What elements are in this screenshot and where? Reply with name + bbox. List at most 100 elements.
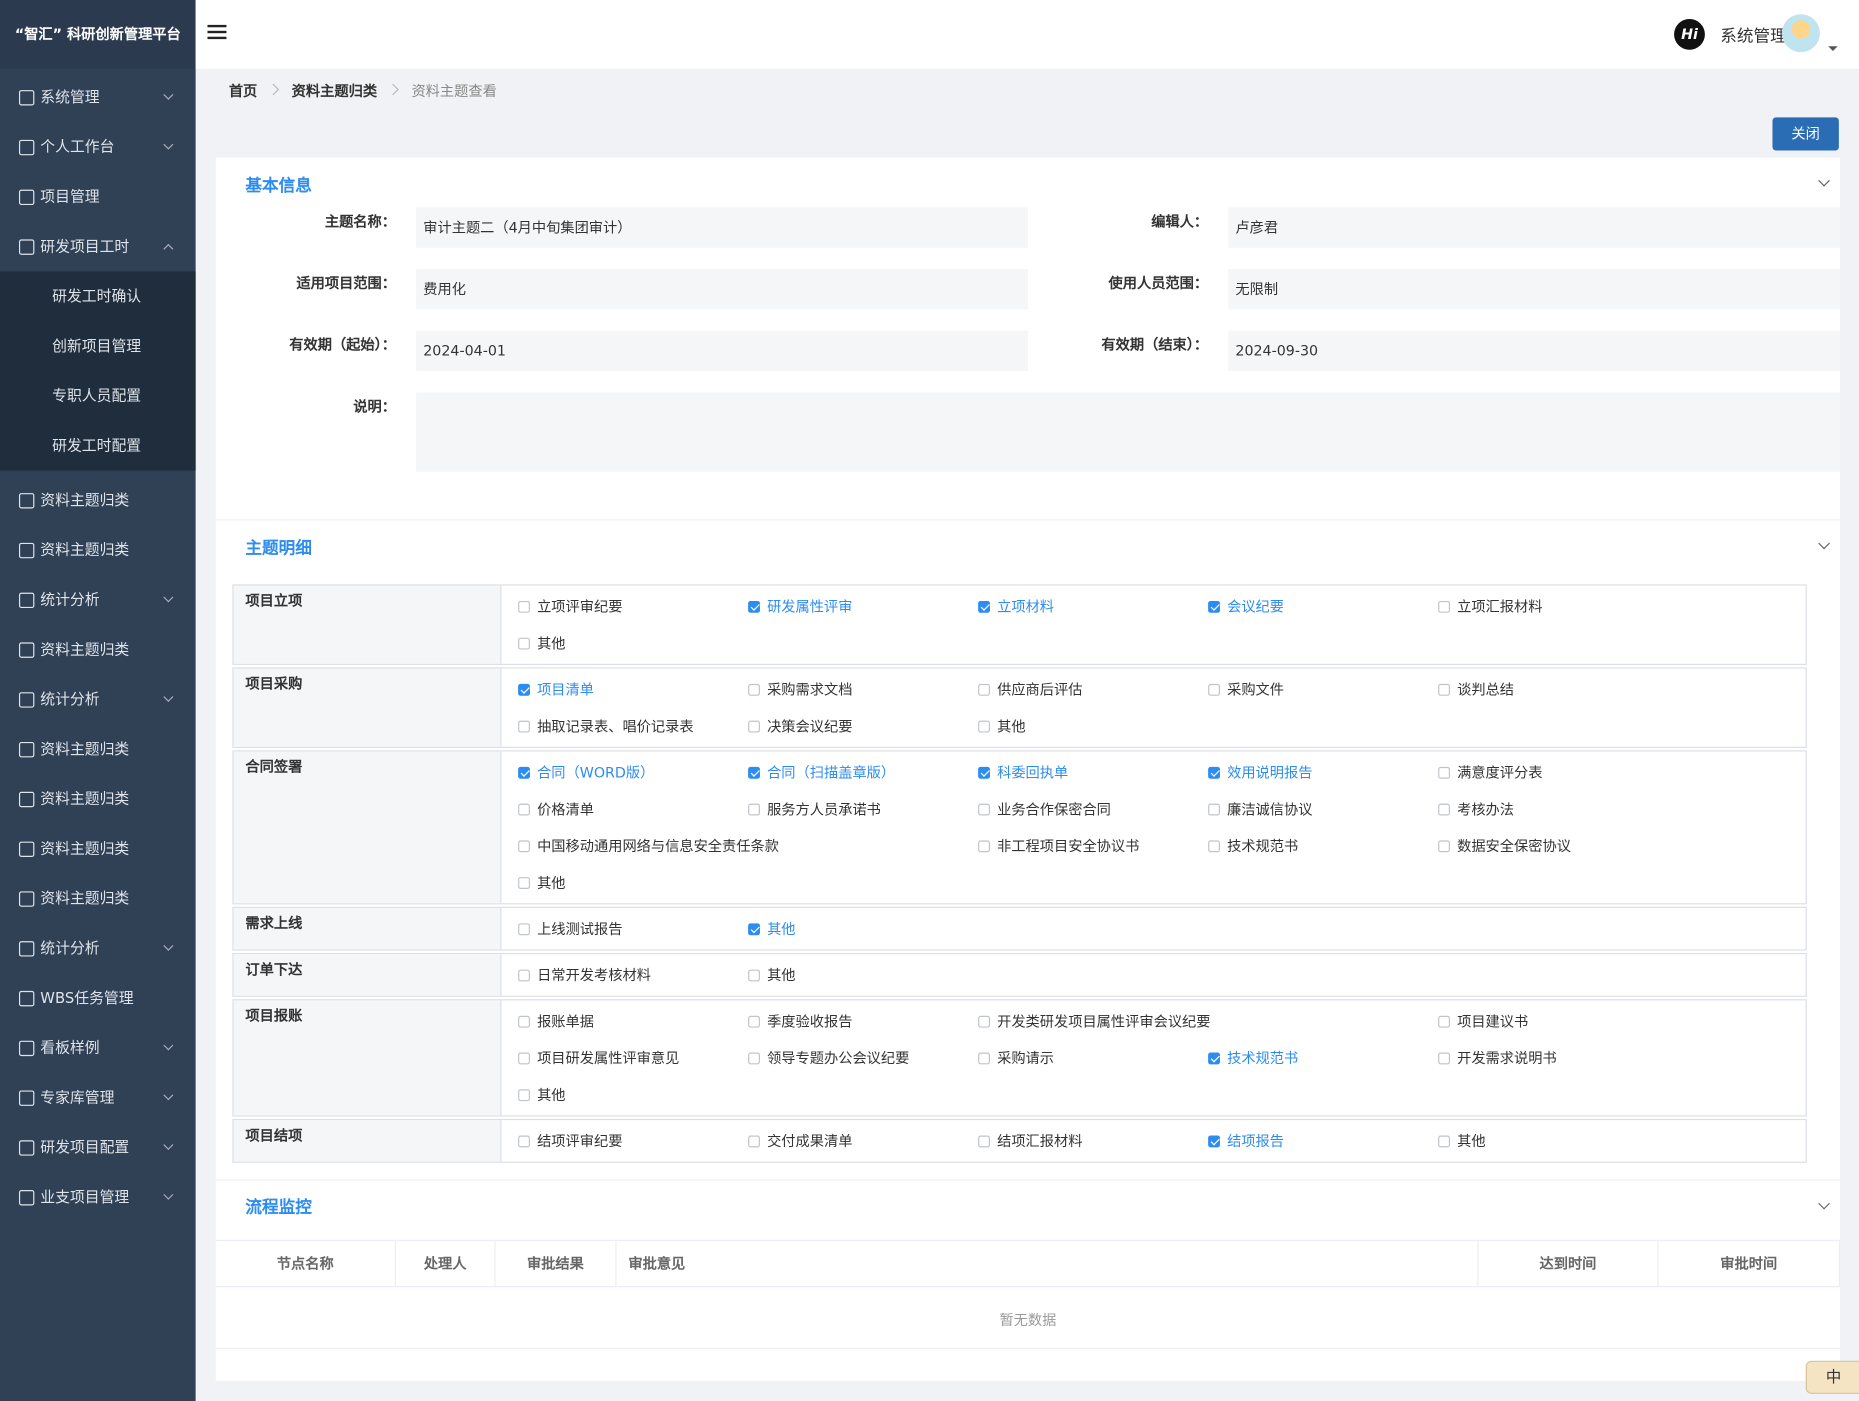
menu-item[interactable]: 资料主题归类 [0,625,196,675]
option-label: 开发类研发项目属性评审会议纪要 [997,1013,1211,1031]
ime-indicator[interactable]: 中 [1805,1360,1859,1394]
option-label: 抽取记录表、唱价记录表 [537,718,694,735]
checkbox [518,1134,530,1147]
hi-badge: Hi [1674,18,1705,50]
avatar[interactable] [1781,14,1820,53]
option-label: 研发属性评审 [767,598,853,616]
menu-icon [18,90,35,106]
empty-text: 暂无数据 [999,1312,1057,1329]
menu-item[interactable]: 项目管理 [0,172,196,222]
menu-item[interactable]: 业支项目管理 [0,1172,196,1222]
group-name: 项目立项 [233,585,502,664]
collapse-toggle[interactable] [1818,537,1830,550]
menu-icon [18,990,35,1007]
table-header-divider [215,1286,1841,1288]
menu-label: 资料主题归类 [40,540,130,559]
checkbox [1438,1051,1450,1064]
checkbox-option: 立项材料 [978,588,1208,625]
menu-label: 资料主题归类 [40,839,130,857]
menu-label: 专家库管理 [40,1088,115,1106]
option-label: 价格清单 [537,801,595,818]
checkbox-option: 效用说明报告 [1208,754,1438,791]
option-label: 其他 [767,967,796,984]
menu-item[interactable]: 资料主题归类 [0,874,196,924]
menu-arrow [163,1040,174,1051]
menu-arrow [163,1139,174,1151]
menu-item[interactable]: 统计分析 [0,575,196,625]
menu-item[interactable]: 资料主题归类 [0,774,196,824]
menu-item[interactable]: 资料主题归类 [0,724,196,774]
group-name: 订单下达 [233,954,502,996]
checkbox [748,1134,760,1147]
menu-item[interactable]: WBS任务管理 [0,973,196,1023]
collapse-toggle[interactable] [1818,174,1830,187]
menu-toggle[interactable] [207,24,227,40]
menu-item[interactable]: 统计分析 [0,674,196,724]
breadcrumb-item[interactable]: 资料主题归类 [291,82,378,100]
option-label: 服务方人员承诺书 [767,801,881,818]
submenu-item[interactable]: 研发工时配置 [0,420,196,471]
option-label: 合同（扫描盖章版） [767,764,896,782]
option-label: 合同（WORD版） [537,764,655,782]
menu-label: 资料主题归类 [40,739,130,758]
checkbox-option: 领导专题办公会议纪要 [748,1040,978,1077]
menu-item[interactable]: 看板样例 [0,1023,196,1073]
menu-item[interactable]: 研发项目配置 [0,1122,196,1172]
checkbox-option: 技术规范书 [1208,827,1438,864]
menu-item[interactable]: 资料主题归类 [0,824,196,874]
option-label: 其他 [537,1086,566,1104]
submenu-item[interactable]: 创新项目管理 [0,321,196,371]
dropdown-arrow[interactable] [1828,46,1838,55]
menu-icon [18,592,35,609]
checkbox-option: 其他 [518,625,748,662]
submenu-item[interactable]: 专职人员配置 [0,370,196,421]
checkbox-option: 数据安全保密协议 [1438,827,1668,864]
option-label: 上线测试报告 [537,920,623,938]
menu-item[interactable]: 资料主题归类 [0,525,196,575]
close-button[interactable]: 关闭 [1772,117,1839,151]
checkbox-option: 会议纪要 [1208,588,1438,625]
field-label: 主题名称： [324,213,396,230]
option-list: 上线测试报告 其他 [502,908,1669,949]
option-label: 业务合作保密合同 [997,801,1111,818]
process-panel: 流程监控 节点名称 处理人 审批结果 审批意见 达到时间 审批时间 暂无数据 [215,1180,1841,1381]
menu-item[interactable]: 研发项目工时 [0,222,196,272]
menu-item[interactable]: 个人工作台 [0,122,196,172]
breadcrumb-item[interactable]: 首页 [228,82,258,100]
checkbox [1208,683,1220,696]
checkbox [748,803,760,815]
option-list: 报账单据 季度验收报告 开发类研发项目属性评审会议纪要 项目建议书 项目研发属性评审意见… [502,1000,1669,1115]
detail-panel: 主题明细 项目立项 立项评审纪要 研发属性评审 立项材料 会议纪要 立项汇报材料 其他 项目采… [215,520,1841,1180]
checkbox [518,876,530,889]
checkbox [978,766,990,779]
basic-info-panel: 基本信息 主题名称： 审计主题二（4月中旬集团审计） 编辑人： 卢彦君 适用项目范围： 费… [215,157,1841,520]
menu-icon [18,841,35,857]
menu-label: 资料主题归类 [40,490,130,509]
checkbox [518,600,530,613]
checkbox [978,1134,990,1147]
checkbox-option: 结项报告 [1208,1122,1438,1159]
checkbox-option: 开发类研发项目属性评审会议纪要 [978,1003,1438,1040]
menu-icon [18,1090,35,1106]
section-title: 流程监控 [245,1198,312,1218]
user-name[interactable]: 系统管理 [1720,27,1787,47]
menu-label: 看板样例 [40,1038,100,1057]
menu-item[interactable]: 专家库管理 [0,1073,196,1123]
submenu-item[interactable]: 研发工时确认 [0,271,196,322]
menu-item[interactable]: 资料主题归类 [0,475,196,525]
checkbox [748,1015,760,1028]
checkbox [518,803,530,815]
section-title: 基本信息 [245,176,312,196]
collapse-toggle[interactable] [1818,1197,1830,1210]
menu-item[interactable]: 系统管理 [0,72,196,122]
checkbox [1438,683,1450,696]
checkbox [518,683,530,696]
checkbox-option: 开发需求说明书 [1438,1040,1668,1077]
column-header: 审批结果 [496,1241,617,1287]
menu-item[interactable]: 统计分析 [0,923,196,973]
column-header: 审批时间 [1659,1241,1841,1287]
option-label: 廉洁诚信协议 [1227,801,1313,818]
checkbox [1208,803,1220,815]
checkbox [1208,839,1220,852]
option-label: 开发需求说明书 [1457,1050,1557,1067]
